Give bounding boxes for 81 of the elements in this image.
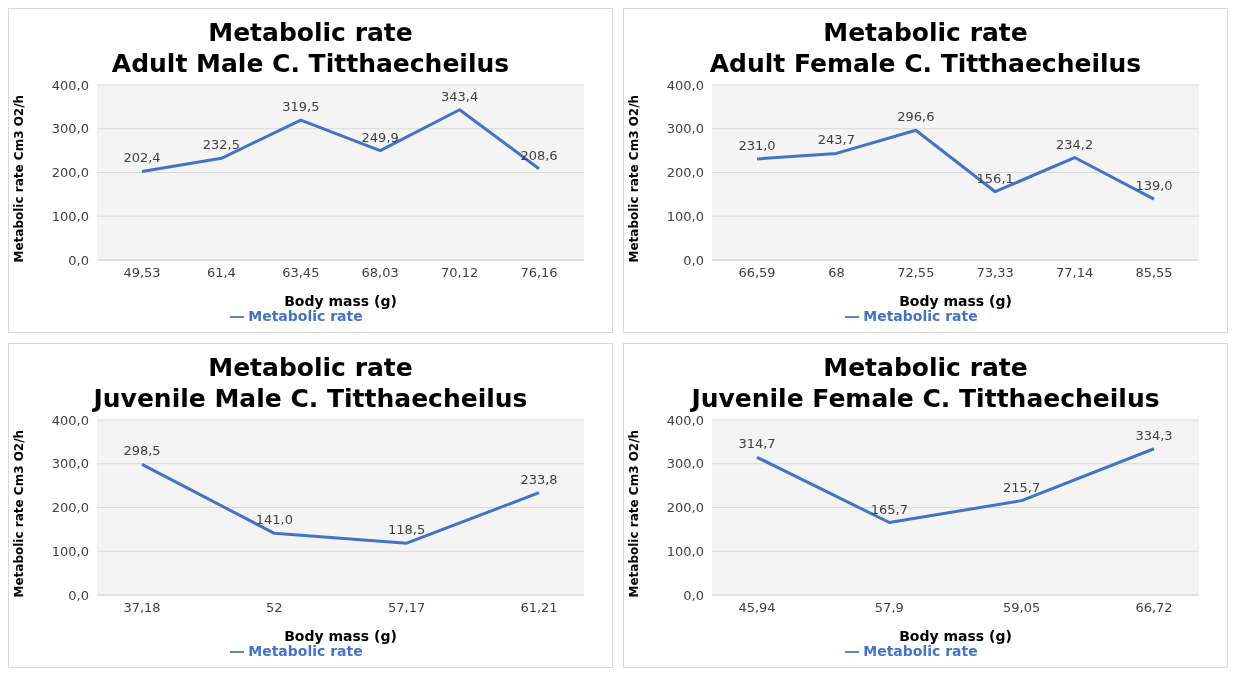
x-tick-label: 77,14 [1055,265,1094,281]
x-tick-label: 63,45 [282,265,320,281]
chart-title: Metabolic rate [822,17,1029,48]
x-axis-title: Body mass (g) [284,628,397,644]
legend-label: Metabolic rate [248,308,363,324]
data-label: 314,7 [738,436,776,452]
legend-label: Metabolic rate [863,308,978,324]
x-tick-label: 37,18 [123,600,161,616]
y-axis-title: Metabolic rate Cm3 O2/h [627,94,642,263]
y-axis-title: Metabolic rate Cm3 O2/h [12,429,27,598]
data-label: 334,3 [1135,427,1173,443]
y-tick-label: 0,0 [683,587,704,603]
legend-label: Metabolic rate [863,643,978,659]
legend-label: Metabolic rate [248,643,363,659]
data-label: 319,5 [282,99,320,115]
x-tick-label: 66,72 [1135,600,1173,616]
y-tick-label: 400,0 [51,77,89,93]
x-tick-label: 61,21 [520,600,558,616]
data-label: 296,6 [897,109,935,125]
x-tick-label: 70,12 [440,265,479,281]
data-label: 343,4 [440,88,479,104]
y-tick-label: 100,0 [666,208,704,224]
data-label: 234,2 [1055,136,1094,152]
x-tick-label: 61,4 [206,265,236,281]
y-tick-label: 100,0 [51,208,89,224]
x-tick-label: 49,53 [123,265,161,281]
data-label: 139,0 [1135,178,1173,194]
y-tick-label: 300,0 [666,121,704,137]
y-axis-title: Metabolic rate Cm3 O2/h [627,429,642,598]
data-label: 232,5 [202,137,241,153]
chart-subtitle: Juvenile Male C. Titthaecheilus [91,383,529,414]
x-tick-label: 57,17 [388,600,426,616]
x-tick-label: 72,55 [897,265,935,281]
data-label: 215,7 [1003,479,1041,495]
chart-subtitle: Adult Female C. Titthaecheilus [708,48,1143,79]
x-tick-label: 73,33 [976,265,1014,281]
data-label: 165,7 [870,501,908,517]
line-series [755,447,1156,525]
data-label: 298,5 [123,443,161,459]
y-tick-label: 200,0 [666,165,704,181]
chart-title: Metabolic rate [822,352,1029,383]
x-tick-label: 76,16 [520,265,558,281]
x-tick-label: 52 [266,600,283,616]
chart-subtitle: Adult Male C. Titthaecheilus [110,48,511,79]
data-label: 231,0 [738,137,776,153]
x-axis-title: Body mass (g) [899,293,1012,309]
y-tick-label: 200,0 [666,500,704,516]
data-label: 249,9 [361,129,399,145]
data-label: 156,1 [976,170,1014,186]
data-label: 243,7 [817,132,856,148]
y-tick-label: 400,0 [51,412,89,428]
chart-subtitle: Juvenile Female C. Titthaecheilus [689,383,1161,414]
x-tick-label: 57,9 [874,600,904,616]
data-label: 233,8 [520,471,558,487]
y-tick-label: 0,0 [68,587,89,603]
y-tick-label: 100,0 [51,543,89,559]
y-axis-title: Metabolic rate Cm3 O2/h [12,94,27,263]
data-label: 141,0 [255,512,293,528]
x-tick-label: 68 [828,265,845,281]
x-axis-title: Body mass (g) [284,293,397,309]
y-tick-label: 100,0 [666,543,704,559]
x-tick-label: 59,05 [1003,600,1041,616]
chart-title: Metabolic rate [207,352,414,383]
data-label: 118,5 [388,522,426,538]
x-tick-label: 45,94 [738,600,776,616]
y-tick-label: 0,0 [68,252,89,268]
x-axis-title: Body mass (g) [899,628,1012,644]
y-tick-label: 300,0 [51,456,89,472]
y-tick-label: 0,0 [683,252,704,268]
y-tick-label: 200,0 [51,500,89,516]
x-tick-label: 68,03 [361,265,399,281]
data-label: 208,6 [520,147,558,163]
x-tick-label: 85,55 [1135,265,1173,281]
chart-title: Metabolic rate [207,17,414,48]
y-tick-label: 400,0 [666,77,704,93]
y-tick-label: 300,0 [51,121,89,137]
y-tick-label: 300,0 [666,456,704,472]
y-tick-label: 400,0 [666,412,704,428]
x-tick-label: 66,59 [738,265,776,281]
y-tick-label: 200,0 [51,165,89,181]
data-label: 202,4 [123,150,161,166]
